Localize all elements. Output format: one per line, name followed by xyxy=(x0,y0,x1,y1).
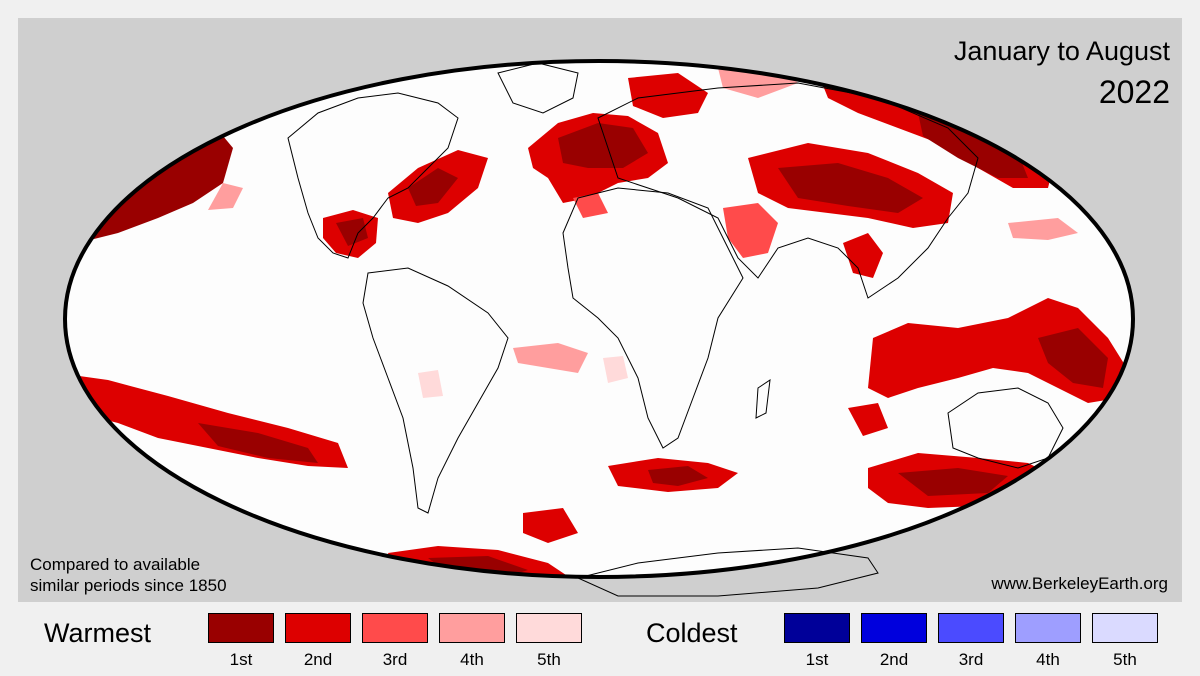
south-america-outline xyxy=(362,267,509,514)
region-middle-east xyxy=(723,203,778,258)
region-bay-of-bengal xyxy=(843,233,883,278)
note-line-1: Compared to available xyxy=(30,555,201,574)
note-line-2: similar periods since 1850 xyxy=(30,576,227,595)
comparison-note: Compared to available similar periods si… xyxy=(30,554,227,596)
legend-warm-rank-1: 1st xyxy=(229,650,253,669)
region-europe-core xyxy=(558,123,648,168)
legend-warmest-label: Warmest xyxy=(44,618,151,648)
region-central-asia-core xyxy=(778,163,923,213)
world-map xyxy=(63,59,1135,597)
australia-outline xyxy=(947,387,1064,469)
region-siberia-core xyxy=(918,113,1028,178)
africa-outline xyxy=(562,187,744,449)
legend-warm-rank-3: 3rd xyxy=(382,650,408,669)
region-brazil-patch xyxy=(418,370,443,398)
legend-warm-rank-5: 5th xyxy=(537,650,561,669)
region-south-australia-core xyxy=(898,468,1008,496)
region-west-pacific-core xyxy=(1038,328,1108,388)
legend-cold-rank-2: 2nd xyxy=(879,650,909,669)
legend-warm-swatch-5 xyxy=(516,613,582,643)
source-url: www.BerkeleyEarth.org xyxy=(991,574,1168,593)
region-drake-passage xyxy=(523,508,578,543)
legend-cold-rank-3: 3rd xyxy=(958,650,984,669)
title-year: 2022 xyxy=(1098,74,1170,110)
legend-cold-swatch-1 xyxy=(784,613,850,643)
region-south-pacific-core xyxy=(198,423,318,463)
map-panel: January to August 2022 Compared to avail… xyxy=(18,18,1182,602)
coastlines xyxy=(287,62,1064,597)
legend-cold-swatch-4 xyxy=(1015,613,1081,643)
legend-warm-swatch-4 xyxy=(439,613,505,643)
legend-cold-swatch-5 xyxy=(1092,613,1158,643)
legend-warm-rank-4: 4th xyxy=(460,650,484,669)
legend-cold-rank-4: 4th xyxy=(1036,650,1060,669)
region-north-pacific-edge xyxy=(208,183,243,210)
region-gulf-mexico-core xyxy=(336,218,368,246)
legend-warm-rank-2: 2nd xyxy=(303,650,333,669)
region-south-atlantic-core xyxy=(648,466,708,486)
region-indian-ocean xyxy=(848,403,888,436)
legend-cold-swatch-3 xyxy=(938,613,1004,643)
legend-cold-rank-1: 1st xyxy=(805,650,829,669)
legend-warm-swatch-1 xyxy=(208,613,274,643)
region-north-pacific-east xyxy=(1008,218,1078,240)
title-period: January to August xyxy=(953,36,1170,66)
antarctica-outline xyxy=(576,547,879,597)
legend-coldest-label: Coldest xyxy=(646,618,738,648)
north-america-outline xyxy=(287,92,459,259)
legend-cold-swatch-2 xyxy=(861,613,927,643)
legend-cold-rank-5: 5th xyxy=(1113,650,1137,669)
madagascar-outline xyxy=(755,378,771,419)
globe-border xyxy=(63,59,1135,579)
legend-warm-swatch-2 xyxy=(285,613,351,643)
region-north-atlantic-core xyxy=(408,168,458,206)
region-north-africa-edge xyxy=(573,193,608,218)
region-gulf-guinea-patch xyxy=(603,356,628,383)
anomaly-regions xyxy=(65,63,1133,577)
region-tropical-atlantic xyxy=(513,343,588,373)
legend-warm-swatch-3 xyxy=(362,613,428,643)
region-scandinavia xyxy=(628,73,708,118)
